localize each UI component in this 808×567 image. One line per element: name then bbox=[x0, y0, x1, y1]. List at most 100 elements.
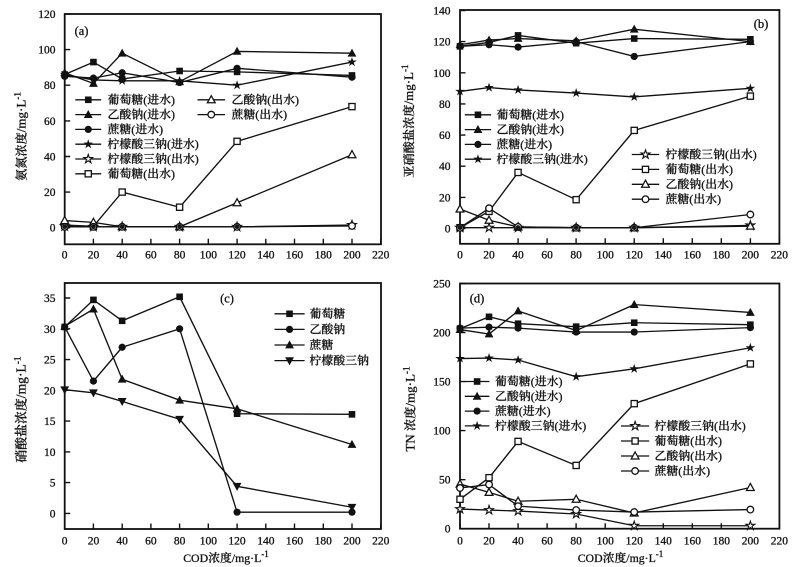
svg-text:): ) bbox=[718, 434, 722, 448]
svg-text:(b): (b) bbox=[754, 17, 769, 31]
svg-text:200: 200 bbox=[343, 536, 361, 548]
svg-text:0: 0 bbox=[50, 508, 56, 520]
svg-text:): ) bbox=[584, 152, 588, 166]
svg-text:COD: COD bbox=[183, 551, 208, 565]
svg-text:10: 10 bbox=[44, 447, 56, 459]
svg-text:/mg·L: /mg·L bbox=[401, 72, 416, 105]
svg-text:220: 220 bbox=[372, 536, 390, 548]
svg-text:140: 140 bbox=[655, 536, 673, 548]
svg-text:0: 0 bbox=[62, 250, 68, 262]
svg-text:(: ( bbox=[167, 152, 171, 166]
svg-text:60: 60 bbox=[541, 536, 553, 548]
svg-text:(: ( bbox=[701, 177, 705, 191]
svg-text:80: 80 bbox=[570, 536, 582, 548]
svg-text:150: 150 bbox=[433, 377, 451, 389]
svg-text:20: 20 bbox=[439, 192, 451, 204]
svg-text:/mg·L: /mg·L bbox=[626, 551, 656, 565]
svg-text:-1: -1 bbox=[400, 64, 410, 72]
svg-text:80: 80 bbox=[570, 250, 582, 262]
svg-text:100: 100 bbox=[433, 426, 451, 438]
svg-text:40: 40 bbox=[512, 536, 524, 548]
svg-text:80: 80 bbox=[44, 80, 56, 92]
svg-text:0: 0 bbox=[457, 536, 463, 548]
svg-text:(: ( bbox=[725, 148, 729, 162]
svg-text:(: ( bbox=[555, 419, 559, 433]
svg-text:180: 180 bbox=[713, 536, 731, 548]
svg-text:0: 0 bbox=[62, 536, 68, 548]
svg-text:60: 60 bbox=[439, 130, 451, 142]
svg-text:): ) bbox=[283, 108, 287, 122]
svg-text:(: ( bbox=[531, 375, 535, 389]
svg-text:): ) bbox=[548, 137, 552, 151]
svg-text:(: ( bbox=[520, 137, 524, 151]
svg-text:(: ( bbox=[532, 108, 536, 122]
svg-text:(: ( bbox=[143, 93, 147, 107]
svg-text:220: 220 bbox=[372, 250, 390, 262]
svg-text:-1: -1 bbox=[13, 92, 23, 100]
svg-text:(: ( bbox=[701, 162, 705, 176]
svg-text:60: 60 bbox=[541, 250, 553, 262]
svg-text:(: ( bbox=[267, 93, 271, 107]
svg-text:(: ( bbox=[689, 192, 693, 206]
svg-text:200: 200 bbox=[742, 250, 760, 262]
svg-text:35: 35 bbox=[44, 293, 56, 305]
svg-text:-1: -1 bbox=[261, 549, 269, 559]
svg-text:120: 120 bbox=[38, 9, 56, 21]
svg-text:(: ( bbox=[255, 108, 259, 122]
svg-text:): ) bbox=[171, 93, 175, 107]
svg-text:180: 180 bbox=[713, 250, 731, 262]
svg-text:0: 0 bbox=[445, 524, 451, 536]
svg-text:30: 30 bbox=[44, 324, 56, 336]
svg-text:): ) bbox=[560, 108, 564, 122]
svg-text:): ) bbox=[295, 93, 299, 107]
svg-text:60: 60 bbox=[145, 536, 157, 548]
svg-text:): ) bbox=[560, 123, 564, 137]
svg-text:(: ( bbox=[131, 122, 135, 136]
svg-text:): ) bbox=[717, 192, 721, 206]
svg-text:140: 140 bbox=[257, 536, 275, 548]
svg-text:80: 80 bbox=[439, 99, 451, 111]
svg-text:): ) bbox=[706, 464, 710, 478]
svg-text:20: 20 bbox=[483, 536, 495, 548]
svg-text:/mg·L: /mg·L bbox=[14, 364, 29, 398]
svg-text:160: 160 bbox=[286, 250, 304, 262]
svg-text:20: 20 bbox=[44, 187, 56, 199]
svg-text:-1: -1 bbox=[656, 549, 664, 559]
svg-text:40: 40 bbox=[116, 250, 128, 262]
svg-text:(: ( bbox=[531, 389, 535, 403]
svg-text:): ) bbox=[729, 162, 733, 176]
svg-text:/mg·L: /mg·L bbox=[403, 374, 418, 407]
svg-text:0: 0 bbox=[50, 223, 56, 235]
svg-text:(: ( bbox=[167, 137, 171, 151]
svg-text:/mg·L: /mg·L bbox=[232, 551, 261, 565]
svg-text:(: ( bbox=[690, 434, 694, 448]
svg-text:(: ( bbox=[678, 464, 682, 478]
svg-text:120: 120 bbox=[228, 536, 246, 548]
svg-text:250: 250 bbox=[433, 279, 451, 291]
svg-text:): ) bbox=[195, 137, 199, 151]
svg-text:): ) bbox=[729, 177, 733, 191]
svg-text:TN: TN bbox=[403, 431, 418, 452]
svg-text:): ) bbox=[559, 375, 563, 389]
svg-text:20: 20 bbox=[88, 250, 100, 262]
svg-text:120: 120 bbox=[626, 250, 644, 262]
svg-text:50: 50 bbox=[439, 475, 451, 487]
svg-text:100: 100 bbox=[597, 250, 615, 262]
svg-text:160: 160 bbox=[684, 250, 702, 262]
svg-text:80: 80 bbox=[174, 250, 186, 262]
svg-text:COD: COD bbox=[578, 551, 603, 565]
svg-text:140: 140 bbox=[433, 6, 451, 18]
svg-text:220: 220 bbox=[771, 536, 789, 548]
svg-text:(: ( bbox=[519, 404, 523, 418]
svg-text:40: 40 bbox=[512, 250, 524, 262]
svg-text:-1: -1 bbox=[14, 356, 24, 364]
svg-text:): ) bbox=[547, 404, 551, 418]
svg-text:): ) bbox=[159, 122, 163, 136]
svg-text:60: 60 bbox=[145, 250, 157, 262]
svg-text:100: 100 bbox=[38, 45, 56, 57]
svg-text:-1: -1 bbox=[402, 366, 412, 374]
svg-text:(: ( bbox=[143, 167, 147, 181]
svg-text:160: 160 bbox=[684, 536, 702, 548]
svg-text:40: 40 bbox=[439, 161, 451, 173]
svg-text:): ) bbox=[753, 148, 757, 162]
